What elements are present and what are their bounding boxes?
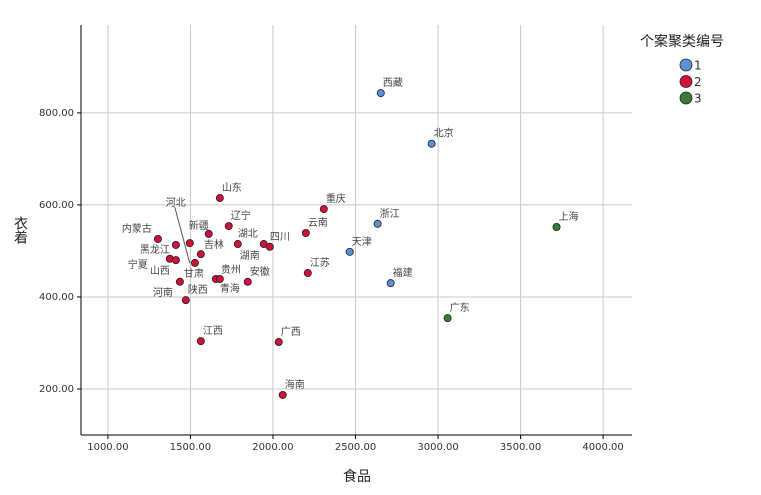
- legend-title: 个案聚类编号: [640, 33, 724, 50]
- point-label: 湖北: [238, 228, 258, 240]
- point-label: 天津: [352, 236, 372, 248]
- x-tick-label: 4000.00: [582, 442, 623, 453]
- point-label: 湖南: [240, 249, 260, 262]
- point-label: 广西: [281, 326, 301, 338]
- point: [190, 258, 199, 267]
- x-tick-label: 2000.00: [252, 442, 293, 453]
- point: [243, 277, 252, 286]
- point-label: 四川: [270, 232, 290, 243]
- point: [215, 194, 224, 203]
- point: [373, 219, 382, 228]
- y-axis-title: 衣着: [12, 216, 28, 244]
- point: [196, 337, 205, 346]
- point: [153, 234, 162, 243]
- point-label: 上海: [559, 210, 579, 223]
- point: [427, 139, 436, 148]
- x-tick-label: 2500.00: [335, 442, 376, 453]
- point-label: 北京: [434, 127, 454, 140]
- point-label: 山东: [222, 181, 242, 194]
- point: [345, 247, 354, 256]
- point-label: 青海: [220, 282, 240, 295]
- grid: [81, 25, 632, 435]
- point-label: 重庆: [326, 192, 346, 205]
- point: [185, 239, 194, 248]
- legend-marker: [679, 58, 693, 72]
- plot-area: [81, 25, 632, 435]
- point: [171, 240, 180, 249]
- y-tick-label: 400.00: [39, 292, 74, 303]
- point: [319, 205, 328, 214]
- point-label: 河北: [166, 197, 186, 209]
- x-axis-title: 食品: [343, 468, 371, 485]
- legend: 1 2 3: [679, 58, 702, 106]
- point: [171, 256, 180, 265]
- leader-line: [174, 206, 191, 264]
- point-label: 海南: [285, 378, 305, 391]
- point-label: 广东: [450, 301, 470, 314]
- point-label: 黑龙江: [140, 243, 170, 256]
- point: [215, 275, 224, 284]
- x-tick-label: 3000.00: [417, 442, 458, 453]
- point: [175, 277, 184, 286]
- point: [376, 89, 385, 98]
- point: [443, 314, 452, 323]
- x-tick-label: 1500.00: [170, 442, 211, 453]
- point-label: 辽宁: [231, 209, 251, 222]
- y-tick-label: 600.00: [39, 200, 74, 211]
- point-label: 西藏: [383, 77, 403, 89]
- point-label: 安徽: [250, 265, 270, 278]
- point-label: 江苏: [310, 256, 330, 269]
- point-label: 浙江: [380, 208, 400, 220]
- point: [196, 250, 205, 259]
- point: [386, 279, 395, 288]
- point-label: 贵州: [221, 263, 241, 276]
- point: [303, 269, 312, 278]
- point-label: 福建: [393, 266, 413, 279]
- point-label: 内蒙古: [122, 222, 152, 235]
- legend-label: 1: [694, 59, 702, 73]
- point-label: 云南: [308, 216, 328, 229]
- x-tick-label: 1000.00: [87, 442, 128, 453]
- x-tick-label: 3500.00: [500, 442, 541, 453]
- point-label: 宁夏: [128, 258, 148, 271]
- point-label: 新疆: [189, 219, 209, 232]
- legend-marker: [679, 91, 693, 105]
- point-label: 江西: [203, 325, 223, 337]
- y-tick-label: 800.00: [39, 108, 74, 119]
- point: [265, 242, 274, 251]
- point-label: 河南: [153, 286, 173, 299]
- legend-label: 3: [694, 92, 702, 106]
- point: [181, 296, 190, 305]
- point: [233, 240, 242, 249]
- point: [204, 229, 213, 238]
- point-label: 山西: [150, 265, 170, 277]
- point-label: 吉林: [204, 238, 224, 251]
- point-label: 陕西: [188, 283, 208, 296]
- legend-marker: [679, 75, 693, 88]
- y-tick-label: 200.00: [39, 384, 74, 395]
- point: [301, 228, 310, 237]
- point: [552, 223, 561, 232]
- point-label: 甘肃: [184, 267, 204, 280]
- point: [278, 390, 287, 399]
- point: [274, 338, 283, 347]
- legend-label: 2: [694, 75, 702, 89]
- point: [224, 222, 233, 231]
